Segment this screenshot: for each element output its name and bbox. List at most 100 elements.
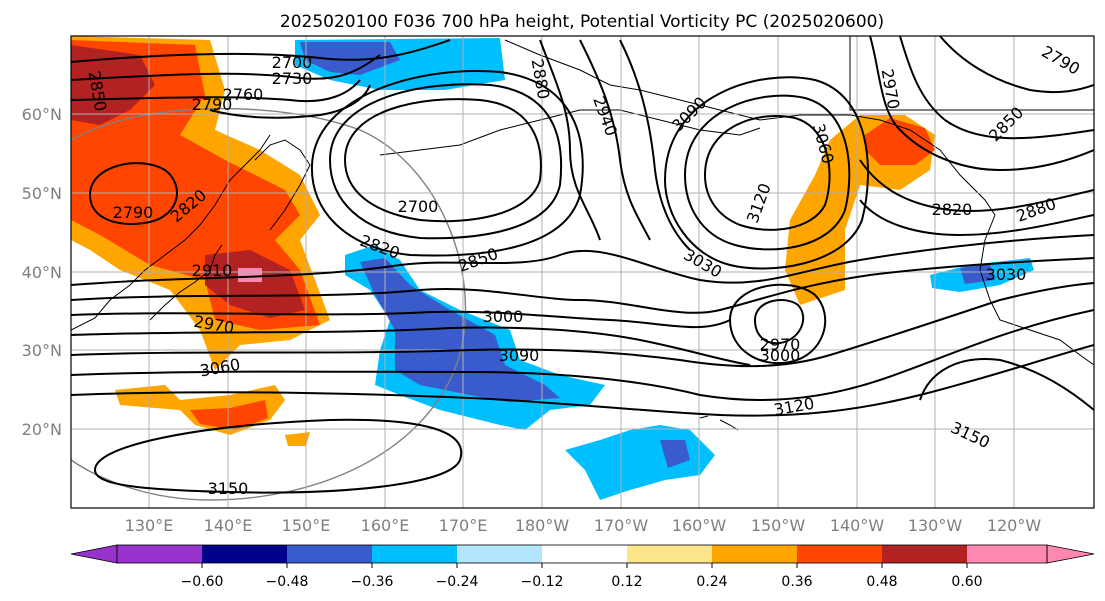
lon-label: 160°W [672, 516, 727, 535]
contour-label: 2760 [223, 85, 264, 104]
contour-label: 2910 [192, 261, 233, 280]
contour-label: 2700 [272, 53, 313, 72]
reference-circle [71, 107, 467, 501]
contour-zonal-6 [71, 309, 1094, 401]
colorbar-segment [457, 545, 542, 563]
coast-asia [71, 134, 271, 331]
contour-zonal-3 [71, 310, 731, 329]
contour-meridional-3 [619, 39, 691, 251]
colorbar-tick-label: −0.48 [266, 574, 309, 590]
contour-zonal-1 [71, 234, 1094, 286]
coast-kamchatka [254, 139, 311, 231]
gridlines [71, 36, 1094, 508]
lon-label: 130°E [125, 516, 174, 535]
colorbar-extend-left [70, 544, 118, 564]
lat-labels: 60°N 50°N 40°N 30°N 20°N [22, 105, 62, 439]
lon-label: 150°W [751, 516, 806, 535]
height-contours [71, 36, 1094, 494]
contour-east-4 [859, 159, 1094, 212]
contour-zonal-7 [71, 344, 1094, 417]
colorbar-segment [372, 545, 457, 563]
contour-label: 2790 [192, 95, 233, 114]
colorbar-segment [797, 545, 882, 563]
colorbar-tick-label: 0.36 [781, 574, 812, 590]
lat-label: 60°N [22, 105, 62, 124]
lon-label: 170°E [439, 516, 488, 535]
pv-negative-shading [295, 38, 1034, 500]
colorbar-tick-labels: −0.60 −0.48 −0.36 −0.24 −0.12 0.12 0.24 … [181, 574, 983, 590]
contour-label: 3000 [760, 346, 801, 365]
contour-label: 3000 [483, 307, 524, 326]
coastlines [71, 36, 1094, 431]
colorbar-segment [117, 545, 202, 563]
pv-positive-shading [71, 36, 935, 446]
contour-east-2 [899, 36, 1094, 140]
contour-label: 2790 [113, 203, 154, 222]
coast-japan [149, 244, 223, 321]
colorbar-tick-label: −0.24 [436, 574, 479, 590]
contour-ring-1 [328, 83, 563, 240]
lon-label: 140°W [830, 516, 885, 535]
colorbar-tick-label: 0.24 [696, 574, 727, 590]
colorbar-tick-label: 0.48 [866, 574, 897, 590]
lon-label: 170°W [594, 516, 649, 535]
contour-east-1 [869, 36, 1094, 172]
contour-high-ring-2 [663, 76, 869, 270]
contour-zonal-5 [71, 282, 1094, 368]
coast-aleutians [379, 109, 761, 156]
contour-3150-south [93, 418, 463, 494]
colorbar-segment [202, 545, 287, 563]
pv-shade-east-blue [960, 264, 995, 284]
colorbar: −0.60 −0.48 −0.36 −0.24 −0.12 0.12 0.24 … [70, 544, 1095, 590]
colorbar-extend-right [1046, 544, 1095, 564]
chart-title: 2025020100 F036 700 hPa height, Potentia… [280, 12, 884, 32]
pv-shade-trough-blue [360, 258, 560, 402]
colorbar-tick-label: −0.36 [351, 574, 394, 590]
contour-zonal-2 [71, 257, 1094, 314]
contour-north-1 [71, 39, 451, 63]
contour-east-3 [939, 36, 1094, 94]
lat-label: 20°N [22, 420, 62, 439]
contour-3150-east [919, 358, 1094, 411]
colorbar-ticks [201, 563, 968, 568]
lon-label: 140°E [204, 516, 253, 535]
contour-label: 2820 [932, 200, 973, 219]
colorbar-frame [116, 544, 1048, 564]
contour-label: 2700 [398, 197, 439, 216]
lat-label: 40°N [22, 263, 62, 282]
pv-shade-nw-darkred-2 [205, 250, 305, 318]
map-panel: 2700 2730 2760 2790 2850 2880 2940 3090 … [71, 36, 1094, 508]
pv-shade-south-blue [660, 440, 690, 468]
pv-shade-alaska-red [865, 118, 935, 165]
pv-shade-pink [238, 268, 262, 282]
contour-2700-low [343, 98, 542, 223]
colorbar-segment [882, 545, 967, 563]
contour-zonal-4 [71, 326, 751, 366]
pv-shade-nw-darkred-1 [71, 45, 155, 125]
map-frame [70, 35, 1095, 509]
colorbar-segment [627, 545, 712, 563]
lon-label: 180°W [515, 516, 570, 535]
coast-hawaii [699, 415, 739, 431]
colorbar-segment [287, 545, 372, 563]
contour-east-5 [859, 199, 1094, 237]
lon-label: 160°E [361, 516, 410, 535]
colorbar-tick-label: −0.60 [181, 574, 224, 590]
contour-meridional-1 [539, 39, 601, 241]
contour-high-ring-1 [683, 94, 851, 251]
colorbar-tick-label: 0.60 [951, 574, 982, 590]
lon-label: 130°W [908, 516, 963, 535]
colorbar-tick-label: 0.12 [611, 574, 642, 590]
pv-shade-ne-blue [300, 42, 400, 75]
contour-meridional-2 [579, 39, 651, 241]
contour-label: 3030 [986, 265, 1027, 284]
contour-north-2 [71, 54, 381, 81]
border-canada [849, 36, 1094, 111]
colorbar-tick-label: −0.12 [521, 574, 564, 590]
pv-shade-orange-small [285, 432, 310, 446]
pv-shade-red-band [190, 400, 268, 430]
colorbar-segment [967, 545, 1047, 563]
contour-ring-2 [310, 70, 584, 257]
contour-label: 2730 [272, 69, 313, 88]
